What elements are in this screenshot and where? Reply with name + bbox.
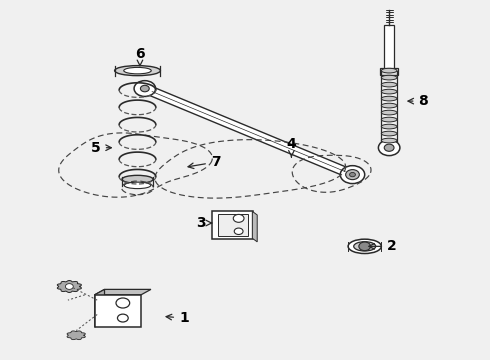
Text: 3: 3	[196, 216, 212, 230]
Ellipse shape	[381, 68, 397, 73]
Bar	[95, 295, 141, 327]
Ellipse shape	[381, 131, 397, 136]
Circle shape	[134, 81, 156, 96]
Circle shape	[384, 144, 394, 151]
Circle shape	[378, 140, 400, 156]
Bar	[380, 68, 398, 75]
Circle shape	[349, 172, 355, 177]
Ellipse shape	[381, 89, 397, 94]
Polygon shape	[67, 331, 85, 339]
Polygon shape	[149, 88, 348, 175]
Ellipse shape	[381, 117, 397, 122]
Ellipse shape	[381, 110, 397, 115]
Circle shape	[118, 314, 128, 322]
Polygon shape	[252, 211, 257, 242]
Ellipse shape	[381, 103, 397, 108]
Ellipse shape	[381, 75, 397, 80]
Circle shape	[359, 242, 370, 251]
Ellipse shape	[381, 124, 397, 129]
Circle shape	[340, 166, 365, 184]
Polygon shape	[95, 289, 151, 295]
Ellipse shape	[354, 242, 376, 251]
Text: 7: 7	[188, 155, 220, 169]
Ellipse shape	[381, 138, 397, 143]
FancyBboxPatch shape	[212, 211, 253, 239]
Text: 8: 8	[408, 94, 428, 108]
Circle shape	[233, 215, 244, 222]
Text: 6: 6	[135, 48, 145, 66]
Ellipse shape	[115, 66, 160, 76]
Circle shape	[66, 284, 73, 289]
Ellipse shape	[124, 182, 151, 189]
Ellipse shape	[381, 82, 397, 87]
Ellipse shape	[124, 67, 151, 74]
Circle shape	[345, 170, 359, 180]
Ellipse shape	[348, 239, 381, 253]
Circle shape	[141, 85, 149, 92]
Bar	[384, 25, 394, 71]
Ellipse shape	[122, 175, 153, 183]
Circle shape	[234, 228, 243, 234]
Text: 4: 4	[287, 137, 296, 157]
Circle shape	[116, 298, 130, 308]
Text: 1: 1	[166, 311, 189, 325]
Polygon shape	[57, 280, 81, 293]
Ellipse shape	[381, 96, 397, 101]
Text: 5: 5	[91, 141, 111, 155]
Polygon shape	[95, 289, 104, 327]
Text: 2: 2	[369, 239, 396, 253]
FancyBboxPatch shape	[218, 214, 248, 236]
